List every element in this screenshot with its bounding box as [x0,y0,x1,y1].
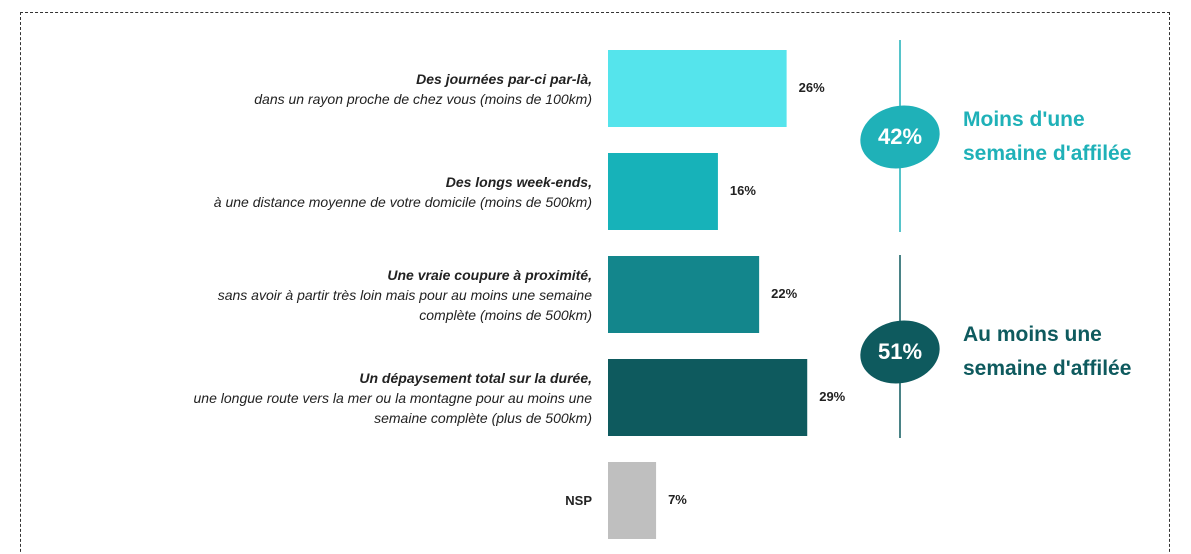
group-badge [860,320,940,384]
value-label: 7% [668,492,687,507]
category-label: Des longs week-ends, à une distance moye… [213,173,592,210]
group-value: 51% [878,339,922,364]
category-label: NSP [565,492,592,508]
group-value: 42% [878,124,922,149]
group-badge [860,105,940,169]
category-label: Des journées par-ci par-là, dans un rayo… [254,70,592,107]
group-label: Au moins une semaine d'affilée [963,323,1132,380]
category-label: Une vraie coupure à proximité, sans avoi… [217,266,592,323]
bar [608,50,787,127]
value-label: 26% [799,80,825,95]
value-label: 29% [819,389,845,404]
group-label: Moins d'une semaine d'affilée [963,108,1132,165]
category-label: Un dépaysement total sur la durée, une l… [193,369,592,426]
value-label: 16% [730,183,756,198]
bar [608,359,808,436]
bar [608,462,657,539]
value-label: 22% [771,286,797,301]
frame [20,12,1170,554]
bar [608,153,718,230]
bar [608,256,760,333]
